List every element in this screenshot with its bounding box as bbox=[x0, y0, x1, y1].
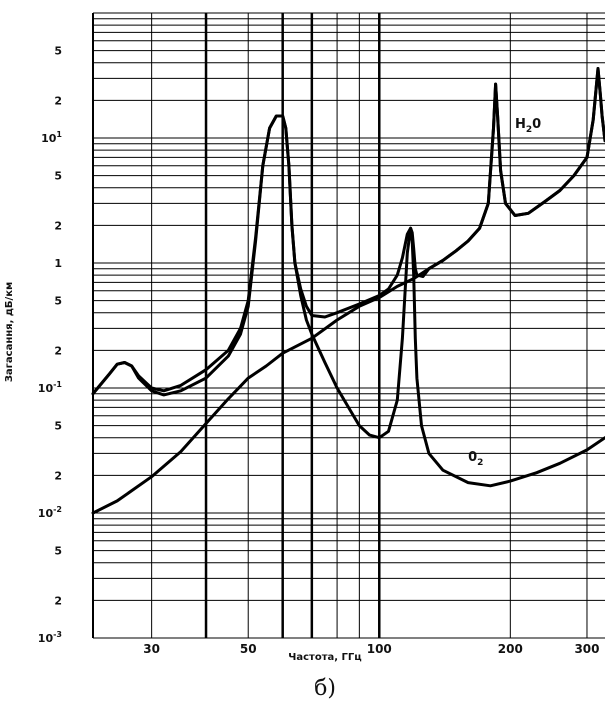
y-tick-label: 5 bbox=[54, 295, 62, 308]
y-tick-label: 5 bbox=[54, 170, 62, 183]
x-gridlines bbox=[151, 13, 588, 638]
y-tick-label: 101 bbox=[41, 130, 62, 145]
y-tick-label: 1 bbox=[54, 257, 62, 270]
x-tick-label: 30 bbox=[143, 642, 160, 656]
y-axis-label: Загасання, дБ/км bbox=[4, 282, 15, 382]
y-gridlines bbox=[93, 12, 605, 639]
y-tick-label: 5 bbox=[54, 420, 62, 433]
y-tick-label: 10-3 bbox=[38, 630, 62, 645]
x-tick-label: 50 bbox=[240, 642, 257, 656]
x-tick-label: 300 bbox=[574, 642, 599, 656]
series-annotations: H20 02 bbox=[468, 117, 541, 468]
y-tick-label: 2 bbox=[54, 94, 62, 107]
series-lines bbox=[91, 67, 605, 515]
y-tick-label: 5 bbox=[54, 545, 62, 558]
series-line-o2 bbox=[91, 114, 605, 488]
y-tick-label: 2 bbox=[54, 469, 62, 482]
series-annotation: H20 bbox=[515, 117, 541, 135]
x-tick-label: 100 bbox=[367, 642, 392, 656]
y-tick-label: 10-1 bbox=[38, 380, 63, 395]
y-tick-labels: 10-3 2 5 10-2 2 5 10-1 2 5 1 2 5 101 2 5 bbox=[38, 45, 63, 645]
figure-caption: б) bbox=[314, 676, 336, 701]
x-tick-label: 200 bbox=[498, 642, 523, 656]
series-line-total bbox=[91, 67, 605, 396]
series-annotation: 02 bbox=[468, 450, 483, 468]
y-tick-label: 2 bbox=[54, 344, 62, 357]
y-tick-label: 10-2 bbox=[38, 505, 62, 520]
y-tick-label: 2 bbox=[54, 219, 62, 232]
y-tick-label: 2 bbox=[54, 594, 62, 607]
x-tick-labels: 30 50 100 200 300 bbox=[143, 642, 599, 656]
x-axis-label: Частота, ГГц bbox=[288, 652, 361, 663]
y-tick-label: 5 bbox=[54, 45, 62, 58]
